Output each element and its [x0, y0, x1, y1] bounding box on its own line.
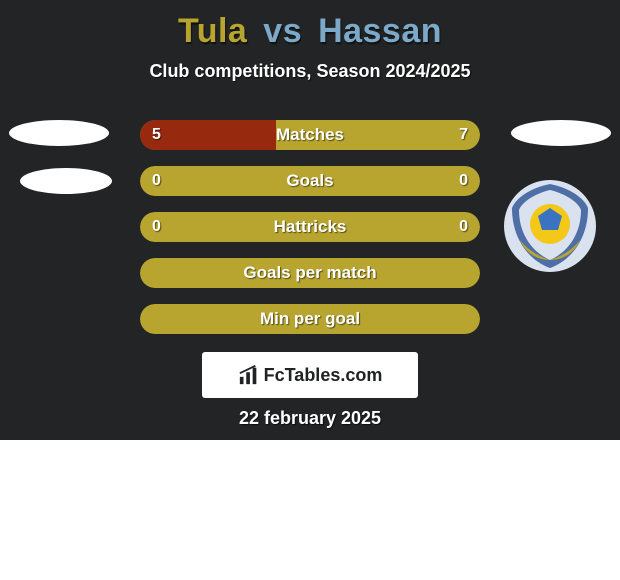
- match-date: 22 february 2025: [0, 408, 620, 429]
- stat-bar-label: Min per goal: [140, 304, 480, 334]
- stat-bar: Min per goal: [140, 304, 480, 334]
- stat-bar-label: Goals: [140, 166, 480, 196]
- player-left-name: Tula: [178, 12, 247, 50]
- stat-bar-label: Goals per match: [140, 258, 480, 288]
- stat-bar: Goals per match: [140, 258, 480, 288]
- match-title: Tula vs Hassan: [0, 0, 620, 51]
- subtitle: Club competitions, Season 2024/2025: [0, 61, 620, 82]
- player-right-name: Hassan: [318, 12, 442, 50]
- source-badge[interactable]: FcTables.com: [202, 352, 418, 398]
- stat-bar: 57Matches: [140, 120, 480, 150]
- stat-bar: 00Hattricks: [140, 212, 480, 242]
- stats-bars: 57Matches 00Goals 00Hattricks Goals per mat…: [0, 120, 620, 350]
- bar-chart-icon: [238, 364, 260, 386]
- vs-separator: vs: [263, 12, 302, 50]
- stat-bar-label: Hattricks: [140, 212, 480, 242]
- source-badge-text: FcTables.com: [264, 365, 383, 386]
- stat-bar-label: Matches: [140, 120, 480, 150]
- stats-panel: Tula vs Hassan Club competitions, Season…: [0, 0, 620, 440]
- stat-bar: 00Goals: [140, 166, 480, 196]
